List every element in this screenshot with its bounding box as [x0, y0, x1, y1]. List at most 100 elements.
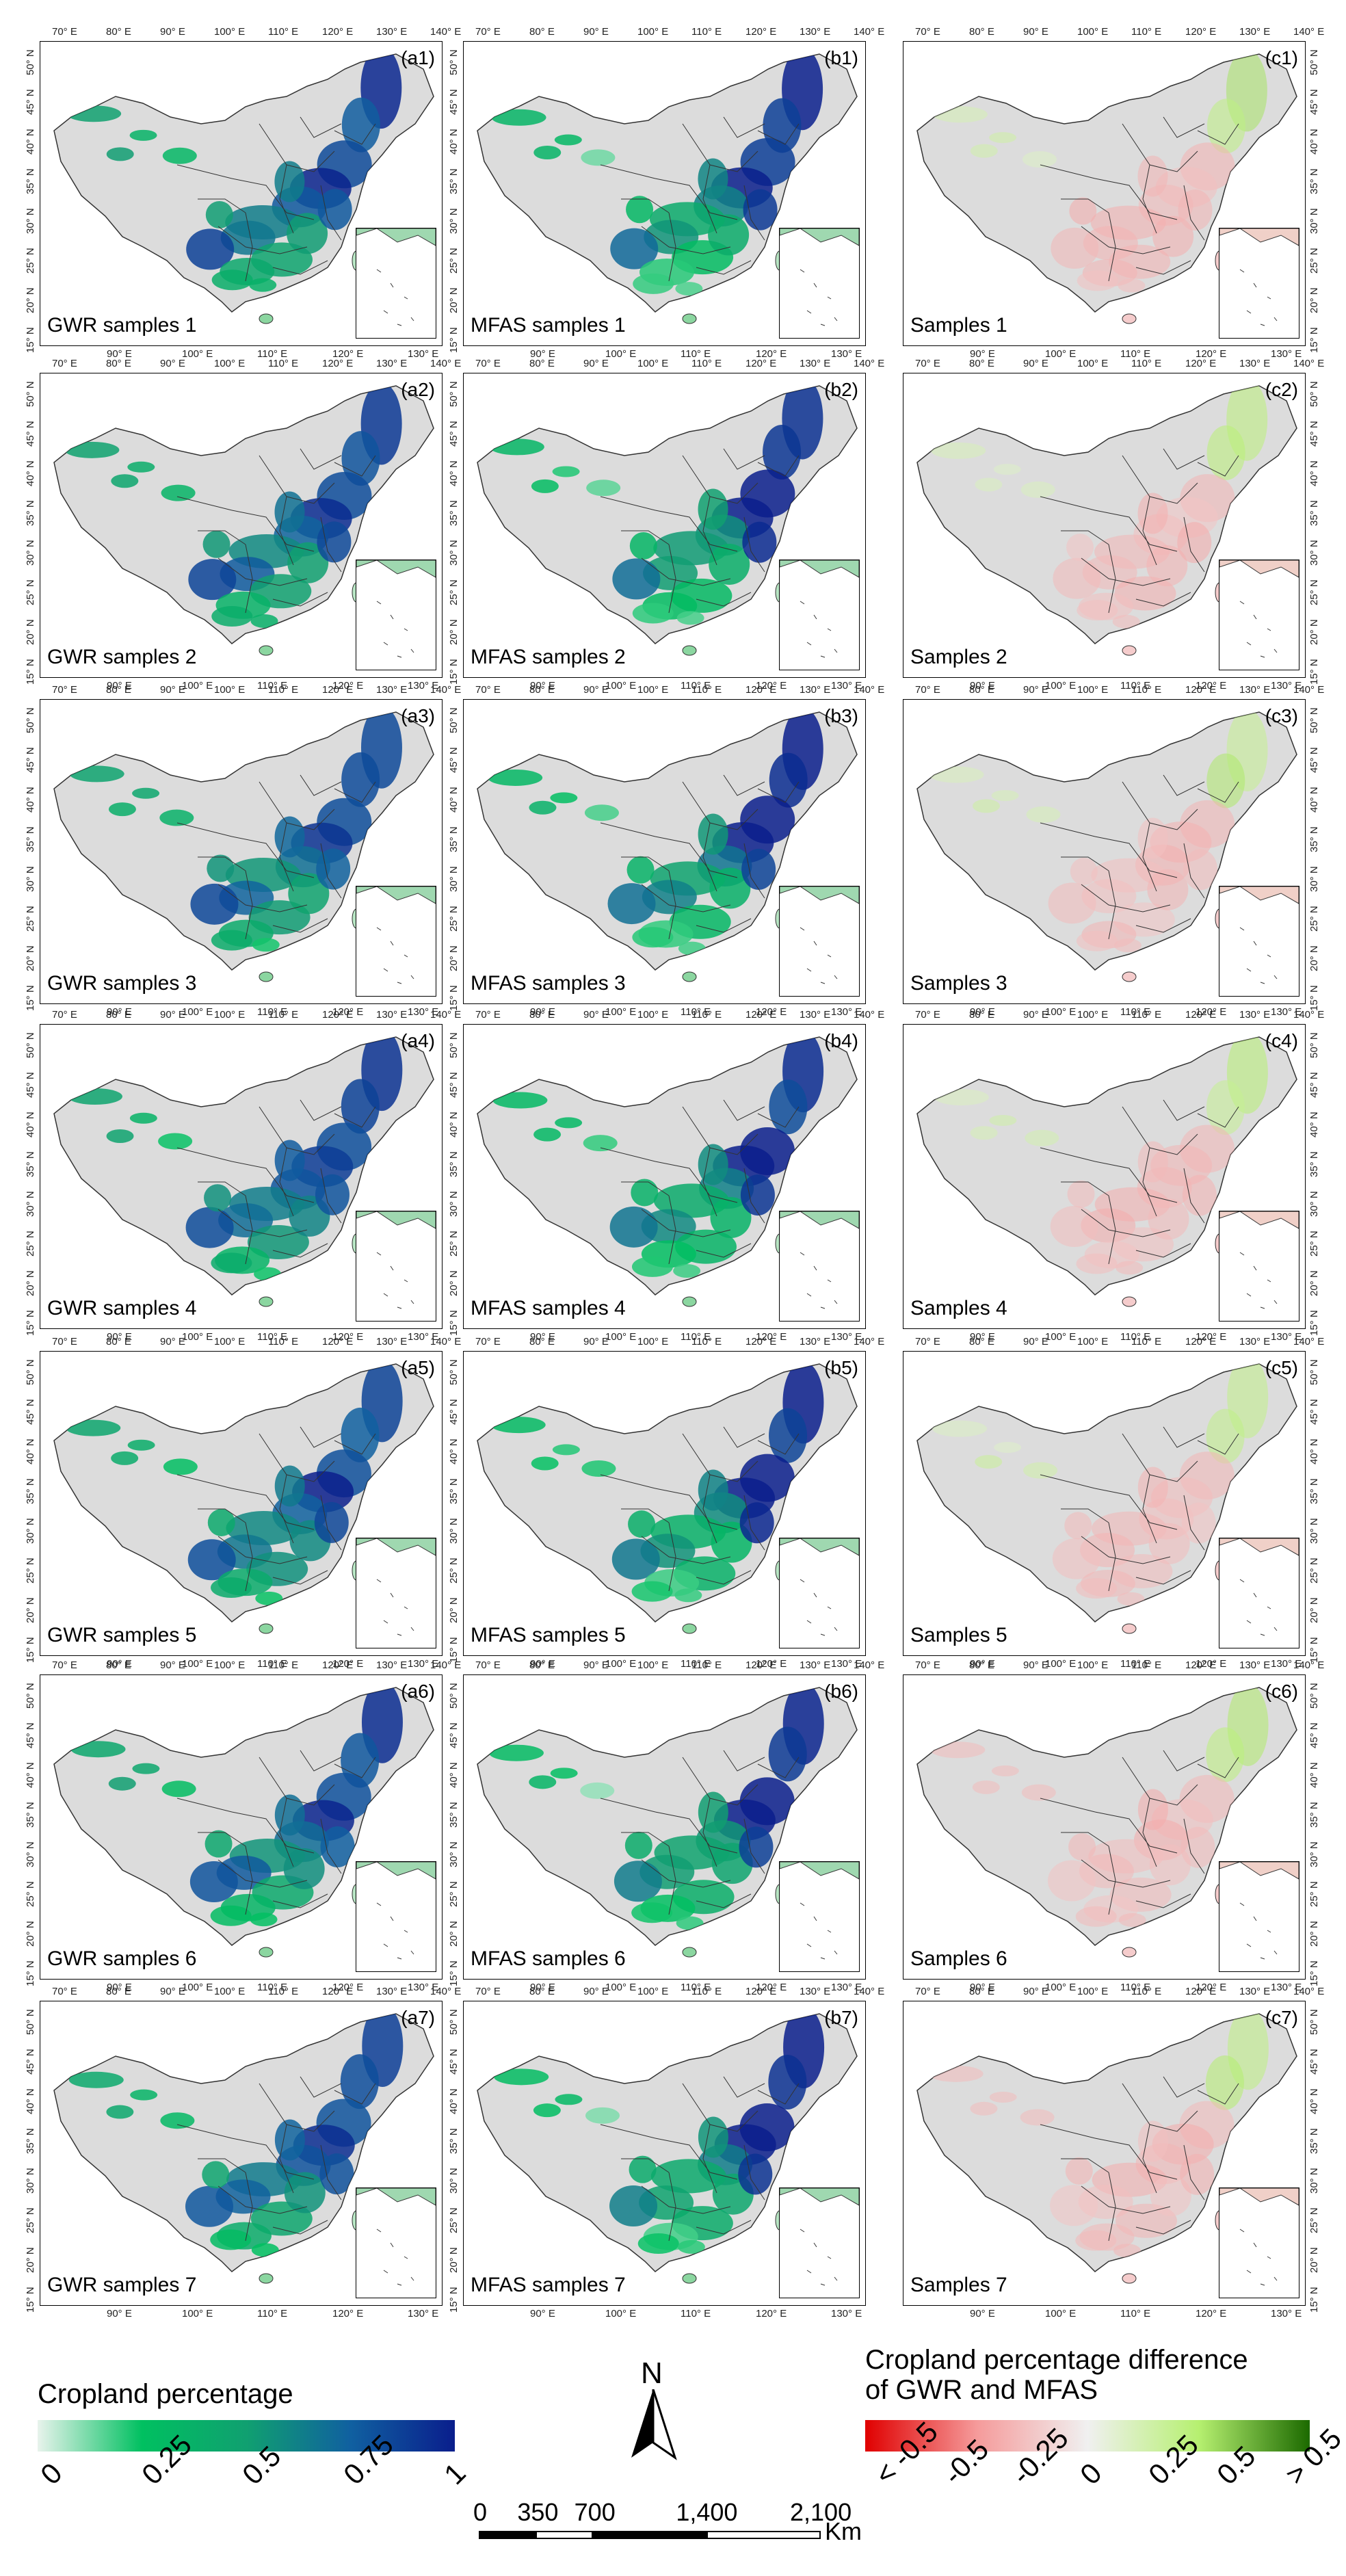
country-outline — [53, 711, 434, 971]
cropland-patch — [1181, 1502, 1216, 1544]
province-boundary — [176, 1474, 233, 1489]
lat-tick-label: 35° N — [448, 1151, 460, 1177]
lat-tick-label: 20° N — [25, 619, 36, 645]
province-boundary — [723, 774, 765, 796]
cropland-patch — [991, 790, 1019, 802]
lon-tick-label: 70° E — [915, 1009, 940, 1021]
panel-id: (a3) — [401, 705, 435, 726]
province-boundary — [757, 1757, 800, 1778]
cropland-patch — [552, 466, 580, 477]
panel-label: Samples 7 — [910, 2274, 1007, 2296]
province-boundary — [1108, 1195, 1116, 1265]
cropland-patch — [1113, 2244, 1141, 2258]
lon-tick-label: 140° E — [854, 1986, 885, 1997]
lon-tick-label: 80° E — [529, 1659, 555, 1671]
cropland-patch — [106, 147, 134, 161]
lon-tick-label: 80° E — [969, 358, 994, 369]
lat-tick-label: 30° N — [1308, 2168, 1320, 2194]
lat-tick-label: 15° N — [1308, 2287, 1320, 2313]
cropland-patch — [1077, 270, 1118, 291]
cropland-patch — [491, 109, 546, 126]
lat-tick-label: 25° N — [1308, 1558, 1320, 1583]
south-china-sea-inset — [356, 1538, 436, 1648]
lon-tick-label: 130° E — [376, 1986, 408, 1997]
cropland-patch — [993, 464, 1021, 475]
province-boundary — [1135, 1243, 1191, 1258]
hainan-island — [259, 971, 274, 982]
province-boundary — [1061, 856, 1109, 871]
south-china-sea-inset — [356, 560, 436, 670]
china-map — [477, 1036, 858, 1307]
lon-tick-label: 120° E — [756, 2308, 787, 2319]
cropland-patch — [488, 1744, 544, 1761]
lat-tick-label: 30° N — [448, 1191, 460, 1217]
province-boundary — [621, 530, 670, 545]
lat-tick-label: 15° N — [448, 327, 460, 353]
province-boundary — [245, 544, 253, 614]
lat-tick-label: 45° N — [25, 1072, 36, 1098]
lat-tick-label: 45° N — [1308, 1072, 1320, 1098]
lon-tick-label: 100° E — [605, 680, 637, 692]
province-boundary — [198, 198, 246, 213]
province-boundary — [621, 1508, 670, 1523]
cropland-patch — [210, 1905, 252, 1926]
south-china-sea-inset — [779, 1538, 860, 1648]
panel-id: (b3) — [824, 705, 858, 726]
province-boundary — [1081, 2185, 1171, 2214]
cropland-patch — [68, 2071, 124, 2088]
cropland-patch — [970, 1126, 998, 1140]
cropland-patch — [676, 611, 704, 625]
cropland-patch — [632, 927, 674, 948]
cropland-patch — [127, 1439, 155, 1451]
scale-bar-tick-label: 2,100 — [790, 2498, 852, 2526]
cropland-patch — [1050, 2185, 1098, 2226]
lon-tick-label: 140° E — [854, 684, 885, 696]
province-boundary — [1108, 2172, 1116, 2242]
province-boundary — [1197, 1433, 1239, 1455]
lon-tick-label: 130° E — [800, 684, 831, 696]
lon-tick-label: 120° E — [1196, 680, 1227, 692]
province-boundary — [1094, 510, 1178, 552]
province-boundary — [723, 2076, 765, 2098]
lon-tick-label: 120° E — [322, 26, 354, 38]
lat-tick-label: 25° N — [25, 579, 36, 605]
lon-tick-label: 130° E — [831, 1982, 862, 1993]
lon-tick-label: 90° E — [970, 348, 995, 360]
difference-legend-title-line1: Cropland percentage difference — [865, 2345, 1248, 2375]
lon-tick-label: 120° E — [1196, 1006, 1227, 1018]
south-china-sea-inset — [356, 228, 436, 339]
lat-tick-label: 45° N — [25, 2049, 36, 2075]
lon-tick-label: 100° E — [214, 358, 246, 369]
province-boundary — [1122, 123, 1198, 172]
lon-tick-label: 120° E — [1196, 2308, 1227, 2319]
lat-tick-label: 15° N — [1308, 1310, 1320, 1336]
lon-tick-label: 100° E — [1045, 2308, 1077, 2319]
lat-tick-label: 25° N — [1308, 1231, 1320, 1257]
cropland-patch — [67, 1088, 122, 1105]
lat-tick-label: 45° N — [1308, 1722, 1320, 1748]
hainan-island — [259, 1296, 274, 1307]
lon-tick-label: 110° E — [1120, 1982, 1151, 1993]
cropland-patch — [1068, 1833, 1096, 1861]
lat-tick-label: 40° N — [1308, 2088, 1320, 2114]
lat-tick-label: 45° N — [25, 1399, 36, 1425]
cropland-patch — [211, 1252, 252, 1274]
lon-tick-label: 120° E — [332, 1982, 364, 1993]
cropland-patch — [970, 2101, 998, 2116]
lon-tick-label: 110° E — [257, 680, 288, 692]
province-boundary — [600, 496, 656, 511]
lon-tick-label: 100° E — [637, 1659, 669, 1671]
lat-tick-label: 25° N — [25, 1231, 36, 1257]
province-boundary — [702, 2124, 717, 2194]
hainan-island — [1122, 1296, 1137, 1307]
lat-tick-label: 40° N — [25, 787, 36, 813]
province-boundary — [702, 822, 717, 892]
cropland-patch — [1177, 522, 1212, 564]
lon-tick-label: 100° E — [214, 1986, 246, 1997]
lon-tick-label: 70° E — [52, 358, 77, 369]
lat-tick-label: 45° N — [448, 2049, 460, 2075]
cropland-patch — [1076, 1253, 1118, 1274]
province-boundary — [1122, 1106, 1198, 1155]
province-boundary — [1108, 870, 1116, 940]
lat-tick-label: 30° N — [25, 1518, 36, 1544]
